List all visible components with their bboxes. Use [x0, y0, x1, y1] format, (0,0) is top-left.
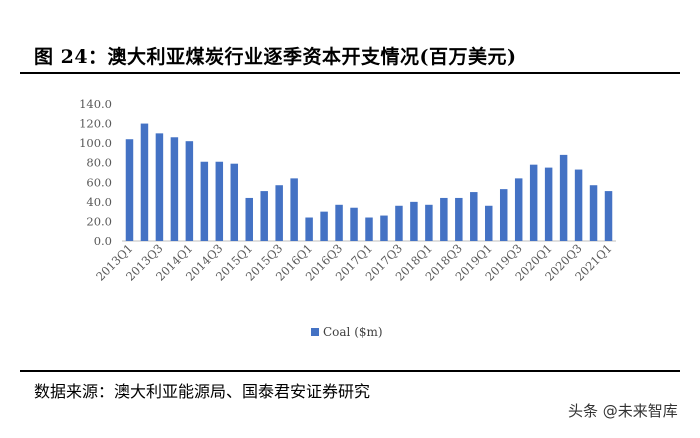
bar-2020Q1 [544, 167, 553, 241]
bar-2019Q4 [529, 164, 538, 241]
bar-2018Q3 [455, 197, 463, 241]
watermark-text: 头条 @未来智库 [568, 402, 678, 420]
bar-2020Q2 [559, 154, 568, 241]
bar-2017Q4 [410, 201, 418, 241]
y-tick-label: 40.0 [86, 195, 112, 209]
bar-2017Q3 [395, 205, 403, 241]
bar-2016Q1 [305, 217, 313, 241]
legend-label: Coal ($m) [323, 325, 383, 339]
y-tick-label: 0.0 [94, 234, 112, 248]
y-tick-label: 20.0 [86, 214, 112, 228]
bar-2019Q2 [499, 189, 508, 241]
bar-2016Q2 [320, 211, 328, 241]
bar-2013Q2 [140, 123, 149, 241]
bar-2015Q3 [275, 185, 283, 241]
source-rule [20, 370, 680, 372]
bar-2019Q3 [514, 178, 523, 241]
bar-chart: 0.020.040.060.080.0100.0120.0140.02013Q1… [79, 97, 616, 339]
bar-2014Q3 [215, 161, 224, 241]
y-tick-label: 80.0 [86, 156, 112, 170]
y-tick-label: 60.0 [86, 175, 112, 189]
bar-2019Q1 [485, 205, 493, 241]
bar-2016Q4 [350, 207, 358, 241]
title-rule [20, 72, 680, 74]
legend-swatch [311, 328, 319, 336]
bar-2015Q1 [245, 197, 253, 241]
bar-2013Q1 [125, 139, 134, 241]
figure-title: 图 24：澳大利亚煤炭行业逐季资本开支情况(百万美元) [34, 46, 517, 68]
watermark: 头条 @未来智库 [568, 400, 678, 421]
bar-2017Q2 [380, 215, 388, 241]
bar-2018Q2 [440, 197, 448, 241]
bar-2015Q2 [260, 191, 268, 241]
y-tick-label: 120.0 [79, 117, 112, 131]
y-tick-label: 100.0 [79, 136, 112, 150]
bar-2014Q4 [230, 163, 239, 241]
bar-2015Q4 [290, 178, 298, 241]
bar-2018Q1 [425, 204, 433, 241]
source-note: 数据来源：澳大利亚能源局、国泰君安证券研究 [34, 382, 371, 401]
bar-2020Q4 [589, 185, 598, 241]
bar-2013Q3 [155, 133, 164, 241]
y-tick-label: 140.0 [79, 97, 112, 111]
bar-2014Q1 [185, 141, 194, 241]
bar-2017Q1 [365, 217, 373, 241]
bar-2013Q4 [170, 137, 179, 241]
bar-2018Q4 [470, 192, 478, 241]
bar-2020Q3 [574, 169, 583, 241]
bar-2021Q1 [604, 191, 613, 241]
bar-2014Q2 [200, 161, 209, 241]
bar-2016Q3 [335, 204, 343, 241]
